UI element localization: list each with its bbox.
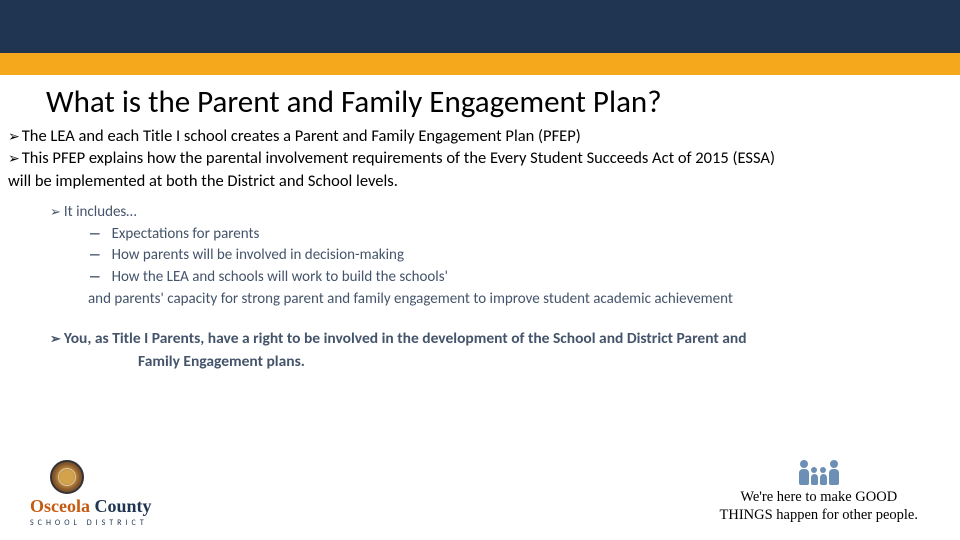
includes-item-2-text: How parents will be involved in decision… (112, 246, 404, 264)
header-dark-bar (0, 0, 960, 53)
rights-line-1-text: You, as Title I Parents, have a right to… (64, 329, 747, 348)
main-bullet-list: The LEA and each Title I school creates … (0, 123, 960, 192)
main-bullet-2-cont: will be implemented at both the District… (8, 170, 952, 192)
county-name-part1: Osceola (30, 496, 90, 516)
slide-title: What is the Parent and Family Engagement… (0, 75, 960, 123)
slide-footer: Osceola County SCHOOL DISTRICT We're her… (0, 448, 960, 528)
rights-line-2: Family Engagement plans. (50, 350, 940, 373)
tagline-block: We're here to make GOOD THINGS happen fo… (719, 455, 918, 524)
tagline-line-2: THINGS happen for other people. (719, 506, 918, 524)
person-child-icon (820, 467, 827, 485)
county-name-part2-text: County (95, 496, 152, 516)
includes-section: It includes… Expectations for parents Ho… (0, 192, 960, 311)
rights-statement: You, as Title I Parents, have a right to… (0, 311, 960, 374)
header-gold-bar (0, 53, 960, 75)
main-bullet-2: This PFEP explains how the parental invo… (8, 147, 952, 169)
includes-item-2: How parents will be involved in decision… (88, 245, 940, 267)
includes-item-3: How the LEA and schools will work to bui… (88, 267, 940, 289)
main-bullet-1-text: The LEA and each Title I school creates … (22, 126, 581, 146)
includes-heading: It includes… (50, 202, 940, 224)
person-adult-icon (799, 460, 809, 485)
tagline-line-1: We're here to make GOOD (719, 488, 918, 506)
rights-line-1: You, as Title I Parents, have a right to… (50, 327, 940, 350)
main-bullet-1: The LEA and each Title I school creates … (8, 125, 952, 147)
includes-heading-text: It includes… (64, 203, 137, 221)
county-name: Osceola County (30, 496, 152, 517)
includes-cont: and parents' capacity for strong parent … (50, 289, 940, 311)
person-child-icon (811, 467, 818, 485)
county-seal-icon (50, 460, 84, 494)
family-icon (719, 455, 918, 485)
includes-item-1-text: Expectations for parents (112, 225, 260, 243)
main-bullet-2-text: This PFEP explains how the parental invo… (22, 148, 775, 168)
county-logo-block: Osceola County SCHOOL DISTRICT (30, 460, 152, 528)
includes-item-3-text: How the LEA and schools will work to bui… (112, 268, 448, 286)
includes-item-1: Expectations for parents (88, 224, 940, 246)
includes-list: Expectations for parents How parents wil… (50, 224, 940, 289)
person-adult-icon (829, 460, 839, 485)
district-label: SCHOOL DISTRICT (30, 518, 152, 528)
